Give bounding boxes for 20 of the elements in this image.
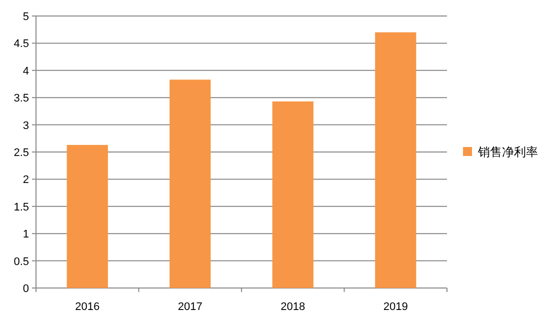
y-tick-label: 0	[22, 283, 29, 295]
y-tick-label: 3.5	[14, 92, 29, 105]
y-tick-label: 4	[22, 65, 29, 78]
bar	[66, 144, 108, 288]
legend-label: 销售净利率	[477, 145, 538, 159]
x-tick-label: 2019	[383, 301, 408, 313]
y-tick-label: 1	[22, 228, 29, 241]
bar	[375, 32, 416, 288]
x-tick-label: 2017	[178, 301, 202, 313]
y-tick-label: 1.5	[14, 201, 29, 214]
y-tick-label: 0.5	[14, 256, 29, 268]
y-tick-label: 2.5	[14, 147, 29, 159]
y-tick-label: 4.5	[14, 38, 29, 50]
bar	[272, 101, 314, 288]
y-tick-label: 5	[22, 11, 29, 23]
x-tick-label: 2018	[280, 301, 306, 313]
x-tick-label: 2016	[75, 301, 100, 313]
y-tick-label: 2	[22, 174, 29, 186]
y-tick-label: 3	[22, 120, 29, 132]
bar	[170, 80, 211, 288]
